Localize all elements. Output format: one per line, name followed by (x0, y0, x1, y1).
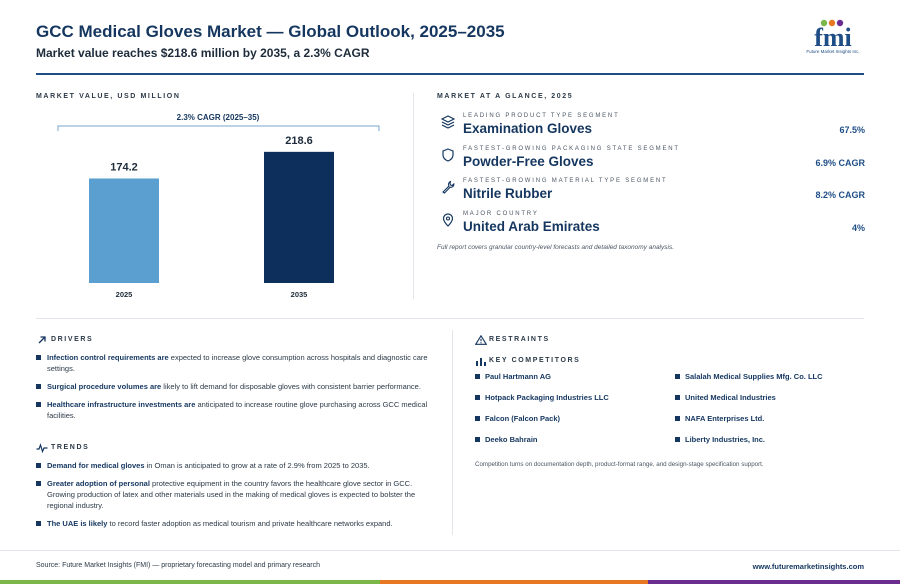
page-subtitle: Market value reaches $218.6 million by 2… (36, 46, 370, 60)
restraints-label: RESTRAINTS (489, 336, 550, 343)
fmi-logo: fmi (814, 19, 852, 52)
logo-dot-purple (836, 19, 844, 27)
bar-value-label: 174.2 (110, 161, 138, 173)
competitor-item: Salalah Medical Supplies Mfg. Co. LLC (675, 372, 823, 381)
glance-row-country: MAJOR COUNTRY United Arab Emirates 4% (437, 211, 865, 235)
shield-icon (442, 148, 454, 162)
header-rule (36, 73, 864, 75)
footer-stripe-purple (648, 580, 900, 584)
competitor-item: United Medical Industries (675, 393, 776, 402)
warning-icon (475, 335, 487, 345)
competitor-item: Deeko Bahrain (475, 435, 538, 444)
logo-dot-orange (828, 19, 836, 27)
competitors-note: Competition turns on documentation depth… (475, 461, 764, 468)
cagr-label: 2.3% CAGR (2025–35) (177, 113, 260, 122)
driver-item: Surgical procedure volumes are likely to… (36, 381, 436, 392)
vertical-divider-lower (452, 330, 453, 535)
bar-value-label: 218.6 (285, 135, 313, 147)
competitors-label: KEY COMPETITORS (489, 357, 581, 364)
trend-item: The UAE is likely to record faster adopt… (36, 518, 436, 529)
arrow-up-right-icon (38, 336, 46, 344)
glance-row-value: Powder-Free Gloves (463, 154, 594, 169)
x-tick-label: 2025 (116, 290, 133, 299)
glance-note: Full report covers granular country-leve… (437, 244, 675, 251)
competitor-item: Liberty Industries, Inc. (675, 435, 765, 444)
horizontal-divider (36, 318, 864, 319)
trend-item: Demand for medical gloves in Oman is ant… (36, 460, 436, 471)
competitor-item: Falcon (Falcon Pack) (475, 414, 560, 423)
glance-row-material: FASTEST-GROWING MATERIAL TYPE SEGMENT Ni… (437, 178, 865, 202)
driver-item: Infection control requirements are expec… (36, 352, 436, 374)
glance-row-metric: 67.5% (839, 125, 865, 135)
glance-row-metric: 8.2% CAGR (815, 190, 865, 200)
bar-2025 (89, 178, 159, 283)
footer-source: Source: Future Market Insights (FMI) — p… (36, 562, 320, 569)
trend-item: Greater adoption of personal protective … (36, 478, 436, 511)
footer-stripe-orange (380, 580, 648, 584)
wrench-icon (442, 180, 455, 194)
footer-rule (0, 550, 900, 551)
competitor-item: Paul Hartmann AG (475, 372, 551, 381)
glance-row-label: FASTEST-GROWING PACKAGING STATE SEGMENT (463, 146, 680, 152)
trend-line-icon (36, 443, 48, 453)
page-title: GCC Medical Gloves Market — Global Outlo… (36, 22, 505, 41)
glance-label: MARKET AT A GLANCE, 2025 (437, 93, 574, 100)
glance-row-label: MAJOR COUNTRY (463, 211, 539, 217)
trends-list: Demand for medical gloves in Oman is ant… (36, 460, 436, 536)
glance-row-label: FASTEST-GROWING MATERIAL TYPE SEGMENT (463, 178, 668, 184)
footer-stripe-green (0, 580, 380, 584)
logo-text: fmi (814, 23, 852, 52)
bar-chart-icon (476, 358, 486, 366)
bar-2035 (264, 151, 334, 283)
drivers-label: DRIVERS (51, 336, 94, 343)
competitor-item: Hotpack Packaging Industries LLC (475, 393, 609, 402)
logo-caption: Future Market Insights Inc. (806, 49, 860, 54)
market-value-label: MARKET VALUE, USD MILLION (36, 93, 181, 100)
x-tick-label: 2035 (291, 290, 308, 299)
glance-row-value: Examination Gloves (463, 121, 593, 136)
glance-row-label: LEADING PRODUCT TYPE SEGMENT (463, 113, 620, 119)
glance-row-value: United Arab Emirates (463, 219, 600, 234)
bar-chart: 2.3% CAGR (2025–35) 174.2 2025 218.6 2035 (57, 113, 380, 299)
competitor-item: NAFA Enterprises Ltd. (675, 414, 764, 423)
driver-item: Healthcare infrastructure investments ar… (36, 399, 436, 421)
footer-url-link[interactable]: www.futuremarketinsights.com (752, 562, 864, 571)
glance-row-value: Nitrile Rubber (463, 186, 553, 201)
cagr-bracket (57, 125, 380, 131)
glance-row-metric: 4% (851, 223, 865, 233)
trends-label: TRENDS (51, 444, 90, 451)
logo-dot-green (820, 19, 828, 27)
glance-row-packaging: FASTEST-GROWING PACKAGING STATE SEGMENT … (437, 146, 865, 170)
glance-row-metric: 6.9% CAGR (815, 158, 865, 168)
drivers-list: Infection control requirements are expec… (36, 352, 436, 428)
layers-icon (441, 115, 455, 129)
glance-row-product-type: LEADING PRODUCT TYPE SEGMENT Examination… (437, 113, 865, 137)
vertical-divider (413, 93, 414, 299)
map-pin-icon (442, 213, 454, 227)
